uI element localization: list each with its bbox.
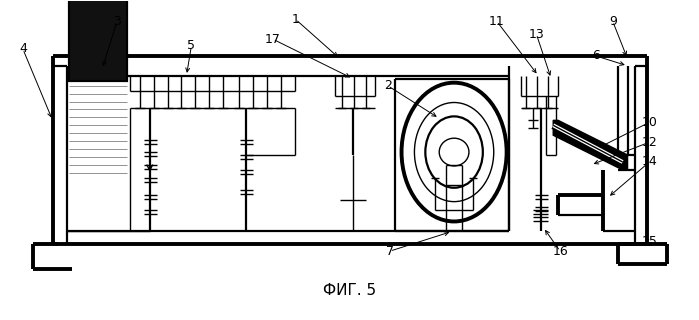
- Text: 16: 16: [552, 245, 568, 258]
- Text: 17: 17: [265, 33, 280, 45]
- Text: 4: 4: [19, 43, 27, 55]
- Text: 15: 15: [642, 235, 657, 248]
- Bar: [69, 0, 127, 81]
- Text: 2: 2: [384, 79, 391, 92]
- Text: 12: 12: [642, 136, 657, 149]
- Text: 11: 11: [489, 15, 505, 28]
- Text: 7: 7: [386, 245, 394, 258]
- Text: 14: 14: [642, 156, 657, 169]
- Text: ФИГ. 5: ФИГ. 5: [324, 283, 377, 298]
- Text: 10: 10: [642, 116, 657, 129]
- Text: 9: 9: [609, 15, 617, 28]
- Text: 5: 5: [187, 39, 196, 52]
- Polygon shape: [553, 120, 628, 170]
- Text: 1: 1: [291, 13, 299, 26]
- Text: 6: 6: [592, 49, 600, 62]
- Text: 3: 3: [113, 15, 121, 28]
- Text: 13: 13: [528, 28, 545, 41]
